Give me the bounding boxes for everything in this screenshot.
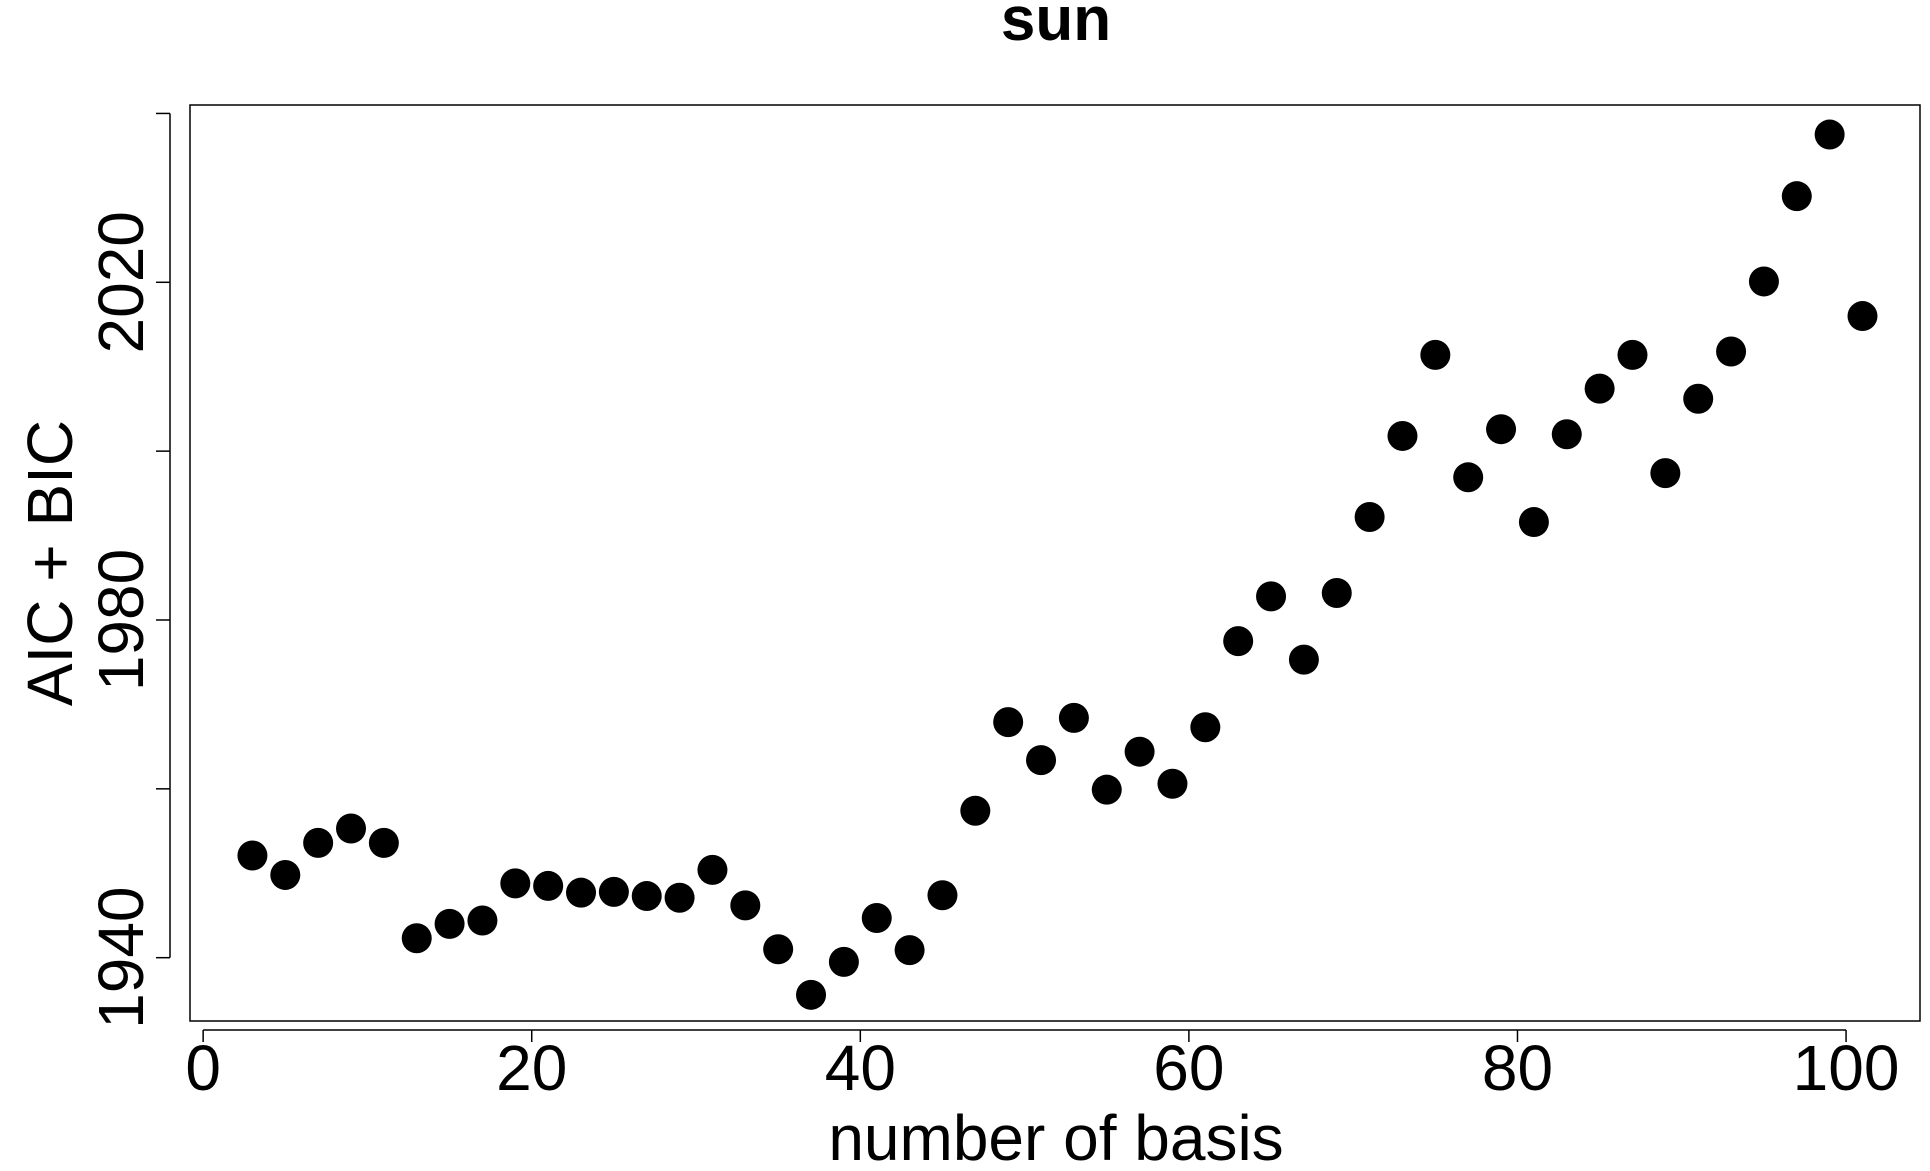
data-point bbox=[500, 868, 531, 899]
data-point bbox=[1157, 768, 1188, 799]
data-point bbox=[1551, 419, 1582, 450]
x-axis-label: number of basis bbox=[828, 1102, 1283, 1171]
data-point bbox=[664, 882, 695, 913]
x-tick-label: 40 bbox=[825, 1032, 896, 1104]
x-tick-label: 100 bbox=[1793, 1032, 1900, 1104]
y-tick-label: 1940 bbox=[85, 886, 157, 1028]
data-point bbox=[1190, 712, 1221, 743]
data-point bbox=[533, 870, 564, 901]
x-tick-label: 80 bbox=[1482, 1032, 1553, 1104]
data-point bbox=[566, 877, 597, 908]
data-point bbox=[1387, 420, 1418, 451]
data-point bbox=[730, 890, 761, 921]
data-point bbox=[763, 934, 794, 965]
data-point bbox=[960, 795, 991, 826]
data-point bbox=[1420, 339, 1451, 370]
data-point bbox=[1683, 383, 1714, 414]
x-tick-label: 0 bbox=[185, 1032, 221, 1104]
data-point bbox=[1354, 501, 1385, 532]
data-points bbox=[237, 119, 1878, 1010]
y-axis-label: AIC + BIC bbox=[14, 420, 86, 706]
data-point bbox=[1847, 301, 1878, 332]
data-point bbox=[1124, 736, 1155, 767]
data-point bbox=[993, 707, 1024, 738]
data-point bbox=[1518, 507, 1549, 538]
data-point bbox=[467, 905, 498, 936]
data-point bbox=[894, 935, 925, 966]
data-point bbox=[631, 881, 662, 912]
data-point bbox=[1781, 181, 1812, 212]
data-point bbox=[1814, 119, 1845, 150]
y-axis: 1940 1980 2020 bbox=[85, 112, 171, 1029]
data-point bbox=[1058, 702, 1089, 733]
chart-title: sun bbox=[1001, 0, 1111, 54]
data-point bbox=[1026, 745, 1057, 776]
data-point bbox=[1256, 581, 1287, 612]
data-point bbox=[368, 827, 399, 858]
data-point bbox=[1321, 577, 1352, 608]
data-point bbox=[1486, 414, 1517, 445]
data-point bbox=[1617, 339, 1648, 370]
data-point bbox=[1584, 373, 1615, 404]
data-point bbox=[861, 903, 892, 934]
data-point bbox=[270, 859, 301, 890]
data-point bbox=[1650, 458, 1681, 489]
data-point bbox=[1716, 336, 1747, 367]
data-point bbox=[401, 923, 432, 954]
plot-frame bbox=[189, 104, 1921, 1022]
data-point bbox=[303, 827, 334, 858]
data-point bbox=[828, 946, 859, 977]
data-point bbox=[598, 876, 629, 907]
x-tick-label: 20 bbox=[496, 1032, 567, 1104]
data-point bbox=[1091, 774, 1122, 805]
data-point bbox=[1453, 462, 1484, 493]
data-point bbox=[434, 908, 465, 939]
data-point bbox=[796, 979, 827, 1010]
data-point bbox=[697, 854, 728, 885]
data-point bbox=[237, 840, 268, 871]
y-tick-label: 1980 bbox=[85, 549, 157, 691]
data-point bbox=[1223, 626, 1254, 657]
data-point bbox=[1288, 644, 1319, 675]
data-point bbox=[336, 813, 367, 844]
y-tick-label: 2020 bbox=[85, 211, 157, 353]
data-point bbox=[1748, 266, 1779, 297]
data-point bbox=[927, 880, 958, 911]
x-tick-label: 60 bbox=[1153, 1032, 1224, 1104]
x-axis: 0 20 40 60 80 100 bbox=[185, 1029, 1900, 1104]
